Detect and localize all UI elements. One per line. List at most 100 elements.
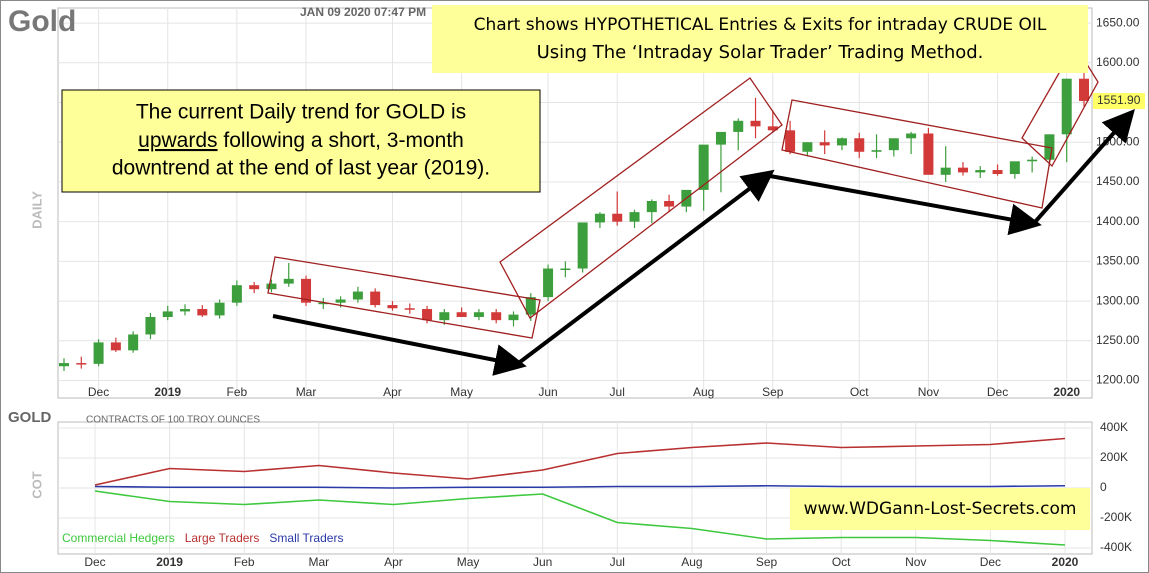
chart-title: Gold <box>8 5 76 38</box>
candle-body <box>836 138 847 146</box>
candle-body <box>335 299 346 303</box>
candle-body <box>819 142 830 146</box>
candle-body <box>767 126 778 131</box>
candle-body <box>318 302 329 305</box>
x-tick-label: Dec <box>980 555 1001 569</box>
trend-box <box>499 77 783 319</box>
y-axis-label: COT <box>29 471 44 499</box>
x-tick-label: May <box>457 555 480 569</box>
x-tick-label: 2020 <box>1052 555 1079 569</box>
footer-url: www.WDGann-Lost-Secrets.com <box>804 499 1077 519</box>
annotations: Chart shows HYPOTHETICAL Entries & Exits… <box>61 5 1135 530</box>
candle-body <box>975 170 986 173</box>
headline: Using The ‘Intraday Solar Trader’ Tradin… <box>537 42 984 63</box>
y-tick-label: 1200.00 <box>1096 373 1140 387</box>
candle-body <box>404 308 415 310</box>
candle-body <box>197 309 208 316</box>
x-tick-label: Nov <box>905 555 926 569</box>
x-tick-label: Oct <box>850 385 869 399</box>
candle-body <box>439 312 450 321</box>
note-text: upwards following a short, 3-month <box>138 129 464 152</box>
trend-box <box>781 99 1053 209</box>
candle-body <box>594 213 605 223</box>
candle-body <box>715 131 726 145</box>
timestamp: JAN 09 2020 07:47 PM <box>300 5 426 19</box>
last-price-label: 1551.90 <box>1097 93 1141 107</box>
arrow <box>272 314 527 376</box>
candle-body <box>214 302 225 316</box>
candle-body <box>785 130 796 152</box>
note-emphasis: upwards <box>138 129 217 152</box>
candle-body <box>664 201 675 207</box>
candle-body <box>1079 78 1089 101</box>
cot-line <box>94 490 1066 546</box>
x-tick-label: Dec <box>88 385 109 399</box>
y-tick-label: 200K <box>1100 450 1128 464</box>
x-tick-label: Jul <box>610 555 625 569</box>
footer-box <box>790 488 1090 530</box>
candle-body <box>906 133 917 139</box>
panel-subtitle: CONTRACTS OF 100 TROY OUNCES <box>86 415 260 426</box>
candle-body <box>646 201 657 213</box>
candle-body <box>93 342 104 364</box>
candle-body <box>525 297 536 315</box>
y-tick-label: 1400.00 <box>1096 214 1140 228</box>
note-text: following a short, 3-month <box>218 129 464 152</box>
x-tick-label: Dec <box>987 385 1008 399</box>
candle-body <box>387 305 398 309</box>
candle-body <box>871 150 882 152</box>
candle-body <box>283 278 294 284</box>
y-tick-label: 1300.00 <box>1096 293 1140 307</box>
x-tick-label: Jun <box>538 385 557 399</box>
legend-entry: Large Traders <box>185 531 260 545</box>
note-text: downtrend at the end of last year (2019)… <box>112 157 490 180</box>
candle-body <box>923 133 934 175</box>
y-tick-label: -200K <box>1100 510 1132 524</box>
candle-body <box>1027 159 1038 162</box>
candle-body <box>370 291 381 306</box>
y-tick-label: 1350.00 <box>1096 254 1140 268</box>
candle-body <box>560 268 571 271</box>
x-tick-label: Sep <box>762 385 784 399</box>
trend-box <box>267 256 541 339</box>
note-box <box>61 89 541 193</box>
candle-body <box>957 167 968 173</box>
arrow <box>769 174 1042 236</box>
candle-body <box>231 285 242 303</box>
candle-body <box>352 291 363 300</box>
y-tick-label: 400K <box>1100 420 1128 434</box>
y-tick-label: 0 <box>1100 480 1107 494</box>
candle-body <box>145 316 156 335</box>
x-tick-label: Jul <box>610 385 625 399</box>
trend-box <box>1021 43 1099 168</box>
candle-body <box>422 309 433 321</box>
candle-body <box>1009 161 1020 175</box>
candle-body <box>110 342 121 351</box>
candle-body <box>491 312 502 321</box>
candle-body <box>854 138 865 152</box>
candle-body <box>180 309 191 312</box>
x-tick-label: Sep <box>756 555 778 569</box>
candle-body <box>473 312 484 317</box>
last-price-tag <box>1093 93 1145 110</box>
arrow <box>1033 109 1135 224</box>
candle-body <box>750 120 761 127</box>
legend-entry: Small Traders <box>269 531 343 545</box>
x-tick-label: Aug <box>693 385 714 399</box>
candle-body <box>456 312 467 317</box>
arrow <box>518 169 775 364</box>
candle-body <box>733 120 744 132</box>
candle-body <box>76 363 87 365</box>
candle-body <box>888 138 899 151</box>
y-tick-label: 1250.00 <box>1096 333 1140 347</box>
x-tick-label: 2020 <box>1053 385 1080 399</box>
cot-line <box>94 437 1066 486</box>
candle-body <box>612 213 623 222</box>
x-tick-label: Aug <box>681 555 702 569</box>
candle-body <box>1061 78 1072 135</box>
x-tick-label: Mar <box>296 385 317 399</box>
y-axis-label: DAILY <box>29 191 44 229</box>
x-tick-label: Dec <box>84 555 105 569</box>
legend-entry: Commercial Hedgers <box>62 531 175 545</box>
